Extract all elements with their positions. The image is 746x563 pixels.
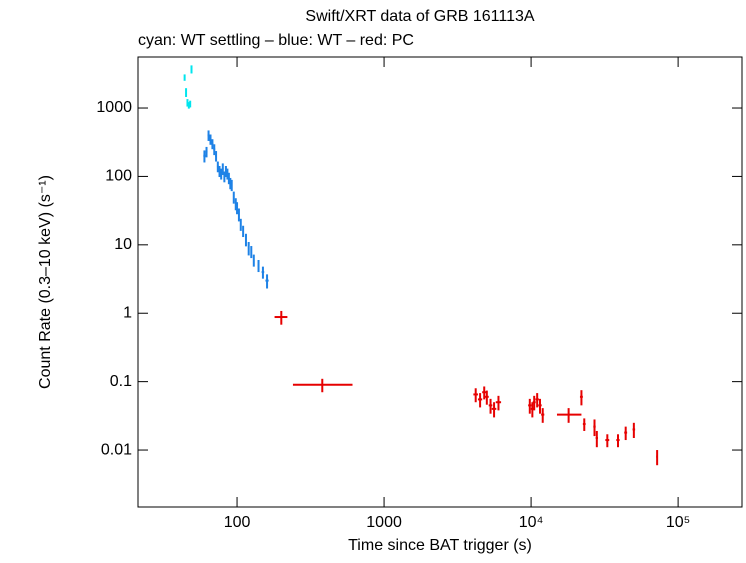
chart-title: Swift/XRT data of GRB 161113A [305,8,534,25]
y-tick-label: 0.01 [101,441,132,458]
plot-frame [137,56,743,508]
x-tick-label: 10⁴ [519,514,544,531]
x-tick-label: 10⁵ [666,514,690,531]
x-axis-label: Time since BAT trigger (s) [348,537,532,554]
y-tick-label: 1000 [96,99,132,116]
chart-subtitle: cyan: WT settling – blue: WT – red: PC [138,32,414,49]
y-tick-label: 10 [114,236,132,253]
y-tick-label: 0.1 [110,373,132,390]
x-tick-label: 1000 [366,514,402,531]
y-axis-label: Count Rate (0.3–10 keV) (s⁻¹) [37,175,54,389]
x-tick-label: 100 [224,514,251,531]
y-tick-label: 100 [105,168,132,185]
y-tick-label: 1 [123,304,132,321]
